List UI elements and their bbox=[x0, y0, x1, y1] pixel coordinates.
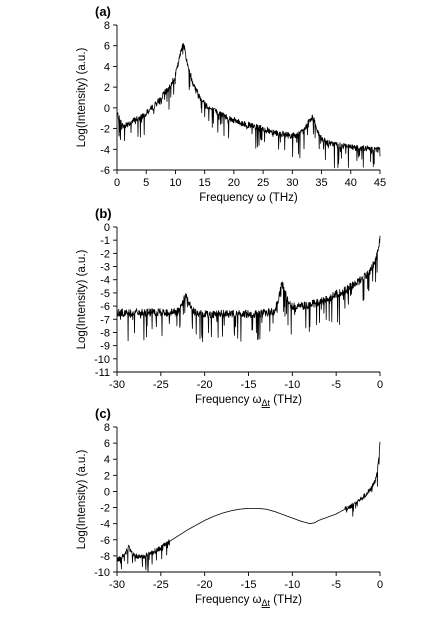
x-tick-label-c: -30 bbox=[109, 579, 125, 591]
y-tick-label-b: -11 bbox=[95, 367, 110, 379]
y-tick-label-a: 0 bbox=[104, 103, 110, 115]
x-tick-label-a: 10 bbox=[169, 177, 181, 189]
x-tick-label-a: 30 bbox=[286, 177, 298, 189]
y-tick-label-b: -5 bbox=[100, 288, 110, 300]
y-tick-label-c: -6 bbox=[100, 535, 110, 547]
y-tick-label-b: -1 bbox=[100, 235, 110, 247]
y-tick-label-b: -3 bbox=[100, 262, 110, 274]
x-tick-label-b: -20 bbox=[197, 379, 213, 391]
x-tick-label-a: 0 bbox=[114, 177, 120, 189]
x-tick-label-c: -10 bbox=[284, 579, 300, 591]
y-tick-label-b: -8 bbox=[100, 327, 110, 339]
x-tick-label-b: -10 bbox=[284, 379, 300, 391]
x-axis-title-c: Frequency ωΔt (THz) bbox=[195, 594, 302, 608]
x-tick-label-b: -30 bbox=[109, 379, 125, 391]
y-tick-label-b: -10 bbox=[94, 354, 110, 366]
y-tick-label-c: -2 bbox=[100, 503, 110, 515]
y-tick-label-b: -6 bbox=[100, 301, 110, 313]
x-tick-label-a: 45 bbox=[374, 177, 386, 189]
y-tick-label-c: 8 bbox=[104, 422, 110, 434]
y-tick-label-a: -6 bbox=[100, 165, 110, 177]
x-tick-label-a: 25 bbox=[257, 177, 269, 189]
y-axis-title-b: Log(Intensity) (a.u.) bbox=[76, 249, 88, 349]
x-tick-label-b: -15 bbox=[241, 379, 257, 391]
y-tick-label-a: 8 bbox=[104, 20, 110, 32]
y-tick-label-a: 2 bbox=[104, 82, 110, 94]
y-tick-label-c: 4 bbox=[104, 454, 110, 466]
y-tick-label-b: -4 bbox=[100, 275, 110, 287]
x-tick-label-c: -20 bbox=[197, 579, 213, 591]
x-tick-label-a: 20 bbox=[228, 177, 240, 189]
y-tick-label-c: 2 bbox=[104, 470, 110, 482]
x-axis-title-a: Frequency ω (THz) bbox=[199, 192, 298, 204]
x-tick-label-c: -25 bbox=[153, 579, 169, 591]
y-tick-label-a: 4 bbox=[104, 61, 110, 73]
spectrum-line-a bbox=[116, 43, 381, 169]
y-axis-title-c: Log(Intensity) (a.u.) bbox=[76, 449, 88, 549]
x-tick-label-a: 15 bbox=[199, 177, 211, 189]
x-tick-label-a: 5 bbox=[143, 177, 149, 189]
spectrum-line-b bbox=[116, 235, 381, 342]
y-tick-label-c: 0 bbox=[104, 486, 110, 498]
y-tick-label-c: -10 bbox=[94, 567, 110, 579]
y-tick-label-a: -4 bbox=[100, 144, 110, 156]
x-tick-label-b: -25 bbox=[153, 379, 169, 391]
panel-a: (a) -6 -4 -2 0 2 4 6 8 0 5 10 15 20 25 30 35 40 45 Frequenc… bbox=[76, 4, 386, 204]
y-tick-label-b: -2 bbox=[100, 248, 110, 260]
y-tick-label-c: -8 bbox=[100, 551, 110, 563]
x-tick-label-c: 0 bbox=[377, 579, 383, 591]
panel-label-c: (c) bbox=[95, 406, 111, 421]
y-tick-label-b: -7 bbox=[100, 314, 110, 326]
panel-label-b: (b) bbox=[95, 206, 112, 221]
y-tick-label-a: -2 bbox=[100, 124, 110, 136]
x-tick-label-c: -5 bbox=[331, 579, 341, 591]
y-tick-label-a: 6 bbox=[104, 41, 110, 53]
x-tick-label-a: 35 bbox=[315, 177, 327, 189]
spectrum-line-c bbox=[116, 441, 381, 573]
y-tick-label-c: 6 bbox=[104, 438, 110, 450]
x-tick-label-b: -5 bbox=[331, 379, 341, 391]
x-tick-label-c: -15 bbox=[241, 579, 257, 591]
x-axis-title-b: Frequency ωΔt (THz) bbox=[195, 394, 302, 408]
panel-b: (b)-11-10-9-8-7-6-5-4-3-2-10-30 -25 -20 -15… bbox=[76, 206, 383, 408]
y-tick-label-b: -9 bbox=[100, 341, 110, 353]
y-tick-label-c: -4 bbox=[100, 519, 110, 531]
x-tick-label-b: 0 bbox=[377, 379, 383, 391]
x-tick-label-a: 40 bbox=[345, 177, 357, 189]
panel-label-a: (a) bbox=[95, 4, 111, 19]
y-axis-title-a: Log(Intensity) (a.u.) bbox=[76, 47, 88, 147]
y-tick-label-b: 0 bbox=[104, 222, 110, 234]
